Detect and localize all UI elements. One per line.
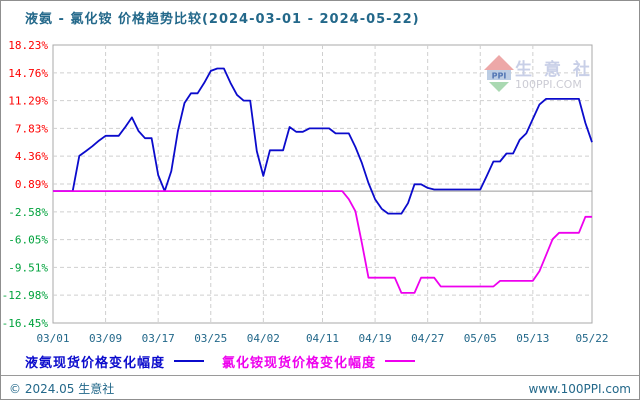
site-url: www.100PPI.com <box>528 381 631 396</box>
page-title: 液氨 - 氯化铵 价格趋势比较(2024-03-01 - 2024-05-22) <box>25 12 420 27</box>
legend-item-ammonium-chloride: 氯化铵现货价格变化幅度 <box>222 352 416 371</box>
x-axis-label: 04/19 <box>359 332 392 345</box>
legend-line-sample-ammonium-chloride <box>385 360 416 362</box>
footer: © 2024.05 生意社 www.100PPI.com <box>1 378 639 399</box>
watermark-brand-text: 生 意 社 <box>515 59 593 80</box>
watermark-logo-box <box>487 70 511 80</box>
legend-item-ammonia: 液氨现货价格变化幅度 <box>25 352 205 371</box>
footer-divider <box>1 375 639 376</box>
legend-label-ammonium-chloride: 氯化铵现货价格变化幅度 <box>222 355 377 371</box>
series-line-ammonium-chloride <box>53 190 592 294</box>
series-line-liquid-ammonia <box>53 67 593 215</box>
legend-line-sample-ammonia <box>174 360 205 362</box>
x-axis-label: 03/01 <box>36 332 69 345</box>
y-axis-label: -9.51% <box>8 261 48 274</box>
x-axis-label: 03/17 <box>142 332 175 345</box>
watermark-roof-icon <box>484 55 514 70</box>
watermark-logo-text: PPI <box>492 72 507 81</box>
x-axis-label: 05/05 <box>464 332 497 345</box>
x-axis-label: 04/11 <box>306 332 339 345</box>
y-axis-label: -12.98% <box>2 289 49 302</box>
x-axis-label: 03/09 <box>89 332 122 345</box>
copyright-text: © 2024.05 生意社 <box>9 382 115 396</box>
watermark-leaf-icon <box>489 82 509 92</box>
x-axis-label: 05/13 <box>516 332 549 345</box>
y-axis-label: 4.36% <box>15 150 48 163</box>
y-axis-label: 14.76% <box>8 67 48 80</box>
y-axis-label: -6.05% <box>8 234 48 247</box>
y-axis-label: -2.58% <box>8 206 48 219</box>
watermark-site-text: 100PPI.COM <box>515 78 582 91</box>
legend: 液氨现货价格变化幅度 氯化铵现货价格变化幅度 <box>25 352 625 371</box>
y-axis-label: 7.83% <box>15 122 48 135</box>
x-axis-label: 04/02 <box>247 332 280 345</box>
legend-label-ammonia: 液氨现货价格变化幅度 <box>25 355 166 371</box>
price-trend-chart: 18.23% 14.76% 11.29% 7.83% 4.36% 0.89% -2.58% -… <box>2 39 609 345</box>
x-axis-label: 03/25 <box>194 332 227 345</box>
y-axis-label: 0.89% <box>15 178 48 191</box>
x-axis-label: 04/27 <box>411 332 444 345</box>
y-axis-label: 11.29% <box>8 95 48 108</box>
y-axis-label: -16.45% <box>2 317 49 330</box>
y-axis-label: 18.23% <box>8 39 48 52</box>
x-axis-label: 05/22 <box>575 332 608 345</box>
